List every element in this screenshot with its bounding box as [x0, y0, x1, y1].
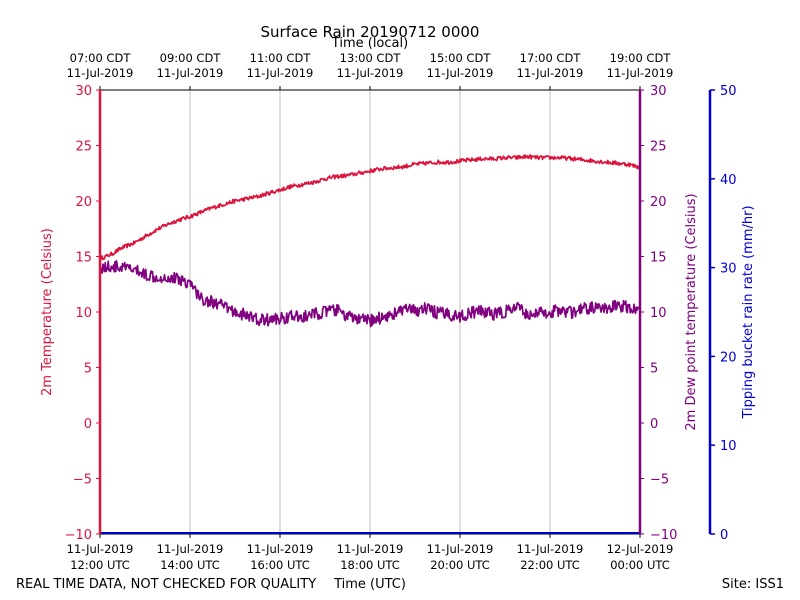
- x-tick-label-bottom: 00:00 UTC: [610, 558, 670, 572]
- x-tick-label-top: 19:00 CDT: [610, 51, 672, 65]
- y-tick-label-dewpoint: 30: [650, 84, 667, 99]
- y-tick-label-left: −10: [65, 528, 92, 543]
- x-tick-label-top: 11-Jul-2019: [517, 66, 584, 80]
- left-axis-label: 2m Temperature (Celsius): [40, 228, 55, 396]
- y-tick-label-left: 5: [84, 362, 92, 377]
- bottom-axis-label: Time (UTC): [333, 577, 406, 592]
- y-tick-label-dewpoint: −10: [650, 528, 677, 543]
- x-tick-label-bottom: 18:00 UTC: [340, 558, 400, 572]
- y-tick-label-rain: 50: [720, 84, 737, 99]
- y-tick-label-dewpoint: −5: [650, 473, 669, 488]
- x-tick-label-bottom: 11-Jul-2019: [157, 542, 224, 556]
- series-layer: [99, 154, 641, 534]
- y-tick-label-dewpoint: 0: [650, 417, 658, 432]
- y-tick-label-left: 15: [75, 251, 92, 266]
- site-label: Site: ISS1: [722, 577, 784, 592]
- x-tick-label-top: 17:00 CDT: [520, 51, 582, 65]
- x-tick-label-top: 11-Jul-2019: [247, 66, 314, 80]
- x-tick-label-bottom: 12-Jul-2019: [607, 542, 674, 556]
- x-tick-label-top: 07:00 CDT: [70, 51, 132, 65]
- y-tick-label-dewpoint: 10: [650, 306, 667, 321]
- x-tick-label-top: 15:00 CDT: [430, 51, 492, 65]
- y-tick-label-left: −5: [73, 473, 92, 488]
- x-tick-label-top: 11-Jul-2019: [157, 66, 224, 80]
- x-tick-label-top: 11-Jul-2019: [427, 66, 494, 80]
- x-tick-label-top: 11:00 CDT: [250, 51, 312, 65]
- rain-axis-label: Tipping bucket rain rate (mm/hr): [741, 205, 756, 419]
- x-tick-label-bottom: 11-Jul-2019: [427, 542, 494, 556]
- x-tick-label-top: 11-Jul-2019: [67, 66, 134, 80]
- x-tick-label-bottom: 11-Jul-2019: [517, 542, 584, 556]
- x-tick-label-bottom: 11-Jul-2019: [67, 542, 134, 556]
- x-tick-label-bottom: 16:00 UTC: [250, 558, 310, 572]
- x-tick-label-bottom: 22:00 UTC: [520, 558, 580, 572]
- y-tick-label-rain: 10: [720, 439, 737, 454]
- x-tick-label-top: 11-Jul-2019: [607, 66, 674, 80]
- y-tick-label-rain: 0: [720, 528, 728, 543]
- y-tick-label-left: 0: [84, 417, 92, 432]
- y-tick-label-rain: 30: [720, 262, 737, 277]
- x-tick-label-bottom: 11-Jul-2019: [337, 542, 404, 556]
- x-tick-label-bottom: 20:00 UTC: [430, 558, 490, 572]
- y-tick-label-left: 10: [75, 306, 92, 321]
- chart-title: Surface Rain 20190712 0000: [261, 23, 480, 41]
- y-tick-label-rain: 40: [720, 173, 737, 188]
- y-tick-label-dewpoint: 25: [650, 140, 667, 155]
- temperature-line: [99, 154, 641, 261]
- y-tick-label-left: 20: [75, 195, 92, 210]
- x-tick-label-bottom: 12:00 UTC: [70, 558, 130, 572]
- x-tick-label-top: 09:00 CDT: [160, 51, 222, 65]
- y-tick-label-left: 25: [75, 140, 92, 155]
- x-tick-label-top: 13:00 CDT: [340, 51, 402, 65]
- y-tick-label-dewpoint: 15: [650, 251, 667, 266]
- dewpoint-line: [99, 260, 641, 328]
- x-tick-label-bottom: 11-Jul-2019: [247, 542, 314, 556]
- y-tick-label-rain: 20: [720, 350, 737, 365]
- y-tick-label-dewpoint: 5: [650, 362, 658, 377]
- top-axis-label: Time (local): [331, 36, 408, 51]
- quality-note: REAL TIME DATA, NOT CHECKED FOR QUALITY: [16, 577, 316, 592]
- x-tick-label-top: 11-Jul-2019: [337, 66, 404, 80]
- y-tick-label-left: 30: [75, 84, 92, 99]
- y-tick-label-dewpoint: 20: [650, 195, 667, 210]
- x-tick-label-bottom: 14:00 UTC: [160, 558, 220, 572]
- dewpoint-axis-label: 2m Dew point temperature (Celsius): [684, 193, 699, 430]
